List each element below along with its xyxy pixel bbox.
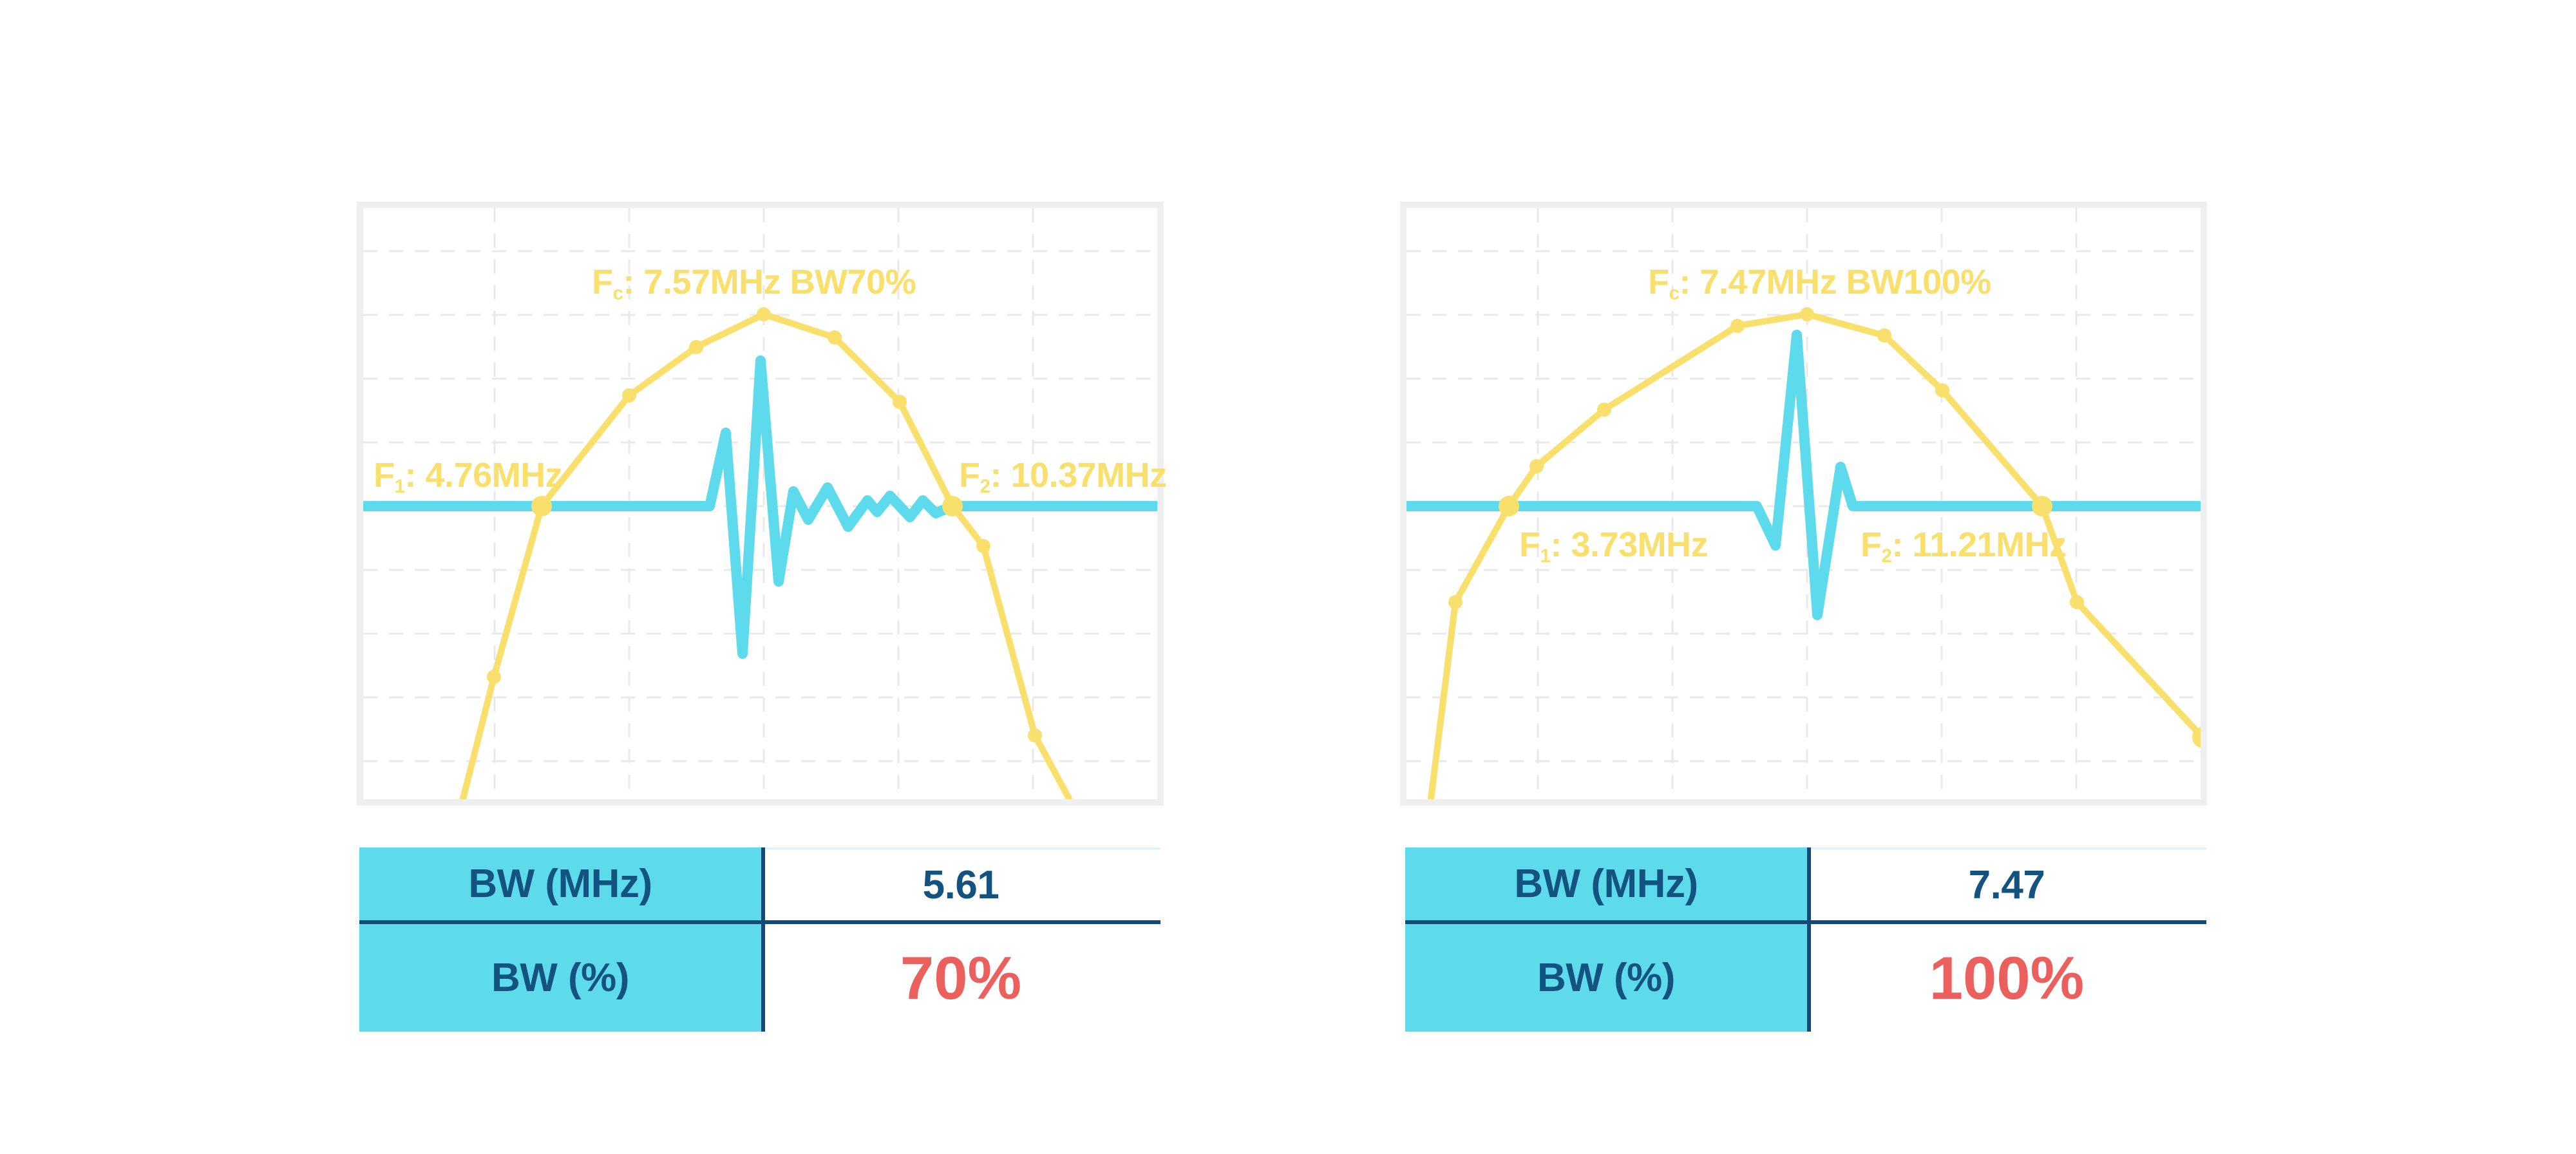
fc-annotation: Fc: 7.57MHz BW70% (592, 265, 916, 303)
chart-panel-bw100: Fc: 7.47MHz BW100% F1: 3.73MHz F2: 11.21… (1400, 202, 2207, 806)
spectrum-marker-dot (2032, 496, 2052, 516)
spectrum-curve (460, 311, 1072, 799)
table-row: BW (MHz) 5.61 (359, 847, 1160, 920)
spectrum-marker-dot (531, 496, 552, 516)
bw-percent-label-cell: BW (%) (359, 924, 761, 1032)
table-column-divider (1807, 847, 1811, 1032)
spectrum-marker-dot (942, 496, 963, 516)
bw-percent-value-cell: 100% (1807, 924, 2206, 1032)
bw-table-right: BW (MHz) 7.47 BW (%) 100% (1405, 847, 2206, 1032)
spectrum-curve (1428, 311, 2201, 799)
spectrum-chart-svg (363, 208, 1157, 799)
table-column-divider (761, 847, 765, 1032)
fc-annotation-subscript: c (612, 282, 624, 304)
spectrum-marker-dot (1730, 319, 1745, 333)
f2-annotation: F2: 11.21MHz (1861, 527, 2067, 566)
f1-annotation-subscript: 1 (1540, 545, 1551, 567)
bw-mhz-label-cell: BW (MHz) (1405, 847, 1807, 920)
fc-annotation-text: : 7.57MHz BW70% (623, 263, 916, 301)
spectrum-marker-dot (689, 340, 703, 354)
spectrum-marker-dot (757, 307, 771, 321)
fc-annotation-prefix: F (592, 263, 613, 301)
spectrum-marker-dot (1800, 307, 1814, 321)
table-row-divider (359, 920, 1160, 924)
bw-mhz-value-cell: 7.47 (1807, 847, 2206, 920)
spectrum-marker-dot (1877, 328, 1891, 343)
spectrum-marker-dot (893, 395, 907, 409)
f1-annotation-prefix: F (374, 456, 395, 495)
fc-annotation-subscript: c (1669, 282, 1680, 304)
spectrum-marker-dot (1448, 595, 1463, 609)
spectrum-marker-dot (976, 539, 990, 553)
spectrum-marker-dot (1499, 496, 1519, 516)
f1-annotation: F1: 3.73MHz (1519, 525, 1709, 567)
pulse-waveform (363, 355, 1157, 659)
f2-annotation-text: : 11.21MHz (1891, 525, 2067, 564)
table-row: BW (%) 70% (359, 924, 1160, 1032)
spectrum-marker-dot (2070, 595, 2084, 609)
spectrum-marker-dot (1597, 402, 1611, 417)
table-row: BW (MHz) 7.47 (1405, 847, 2206, 920)
f1-annotation-prefix: F (1519, 525, 1540, 564)
chart-panel-bw70: Fc: 7.57MHz BW70% F1: 4.76MHz F2: 10.37M… (357, 202, 1167, 806)
bw-table-left: BW (MHz) 5.61 BW (%) 70% (359, 847, 1160, 1032)
fc-annotation-text: : 7.47MHz BW100% (1679, 263, 1992, 301)
bw-percent-value-cell: 70% (761, 924, 1160, 1032)
spectrum-marker-dot (1530, 459, 1544, 473)
f2-annotation: F2: 10.37MHz (959, 458, 1167, 497)
f1-annotation-subscript: 1 (394, 475, 406, 497)
spectrum-marker-dot (2192, 727, 2201, 748)
pulse-waveform (1406, 330, 2201, 620)
spectrum-marker-dot (1028, 728, 1042, 743)
bw-mhz-value-cell: 5.61 (761, 847, 1160, 920)
spectrum-marker-dot (828, 330, 842, 345)
f1-annotation-text: : 3.73MHz (1550, 525, 1709, 564)
bw-percent-label-cell: BW (%) (1405, 924, 1807, 1032)
fc-annotation-prefix: F (1648, 263, 1669, 301)
table-row: BW (%) 100% (1405, 924, 2206, 1032)
f2-annotation-prefix: F (959, 456, 980, 495)
f2-annotation-prefix: F (1861, 525, 1882, 564)
fc-annotation: Fc: 7.47MHz BW100% (1648, 265, 1991, 303)
table-row-divider (1405, 920, 2206, 924)
f1-annotation-text: : 4.76MHz (404, 456, 563, 495)
spectrum-marker-dot (487, 670, 501, 684)
spectrum-chart-svg (1406, 208, 2201, 799)
f2-annotation-text: : 10.37MHz (990, 456, 1168, 495)
bw-mhz-label-cell: BW (MHz) (359, 847, 761, 920)
spectrum-marker-dot (622, 388, 636, 402)
spectrum-marker-dot (1935, 383, 1949, 397)
f2-annotation-subscript: 2 (1881, 545, 1893, 567)
f2-annotation-subscript: 2 (980, 475, 991, 497)
f1-annotation: F1: 4.76MHz (374, 456, 563, 497)
